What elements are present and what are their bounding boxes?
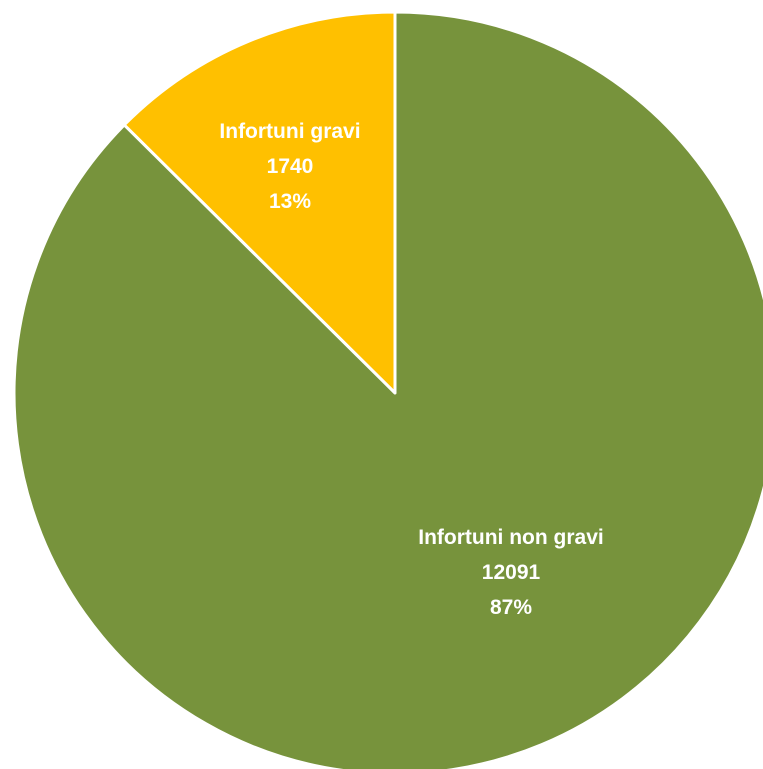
slice-name-label-1: Infortuni gravi [219,120,360,143]
pie-slice-2 [12,10,763,769]
slice-name-label-2: Infortuni non gravi [418,526,603,549]
slice-percent-label-2: 87% [490,596,532,619]
slice-value-label-2: 12091 [482,561,541,584]
pie-labels: Infortuni gravi 1740 13% Infortuni non grav… [219,120,603,619]
slice-percent-label-1: 13% [269,190,311,213]
pie-slices [12,10,763,769]
slice-value-label-1: 1740 [267,155,314,178]
pie-slice-1 [122,10,397,395]
